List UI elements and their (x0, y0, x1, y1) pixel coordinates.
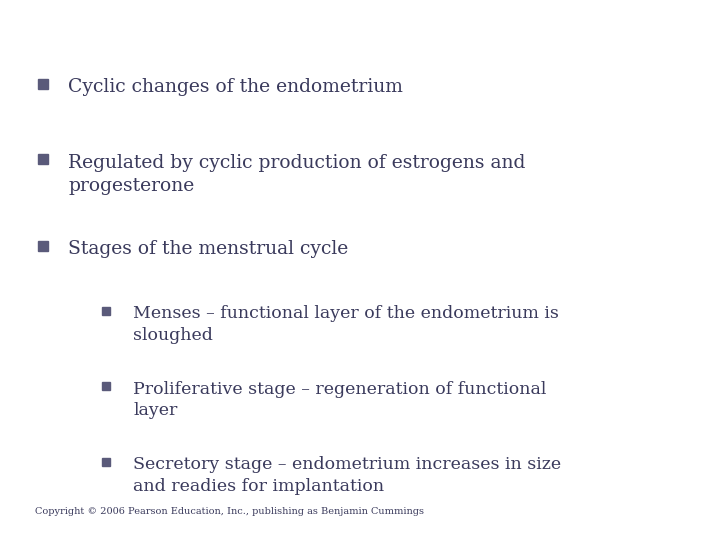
Text: Secretory stage – endometrium increases in size
and readies for implantation: Secretory stage – endometrium increases … (133, 456, 562, 495)
Text: Stages of the menstrual cycle: Stages of the menstrual cycle (68, 240, 348, 258)
Text: Regulated by cyclic production of estrogens and
progesterone: Regulated by cyclic production of estrog… (68, 154, 526, 195)
Text: Proliferative stage – regeneration of functional
layer: Proliferative stage – regeneration of fu… (133, 381, 546, 419)
Text: Cyclic changes of the endometrium: Cyclic changes of the endometrium (68, 78, 403, 96)
Text: Copyright © 2006 Pearson Education, Inc., publishing as Benjamin Cummings: Copyright © 2006 Pearson Education, Inc.… (35, 507, 423, 516)
Text: Menses – functional layer of the endometrium is
sloughed: Menses – functional layer of the endomet… (133, 305, 559, 343)
